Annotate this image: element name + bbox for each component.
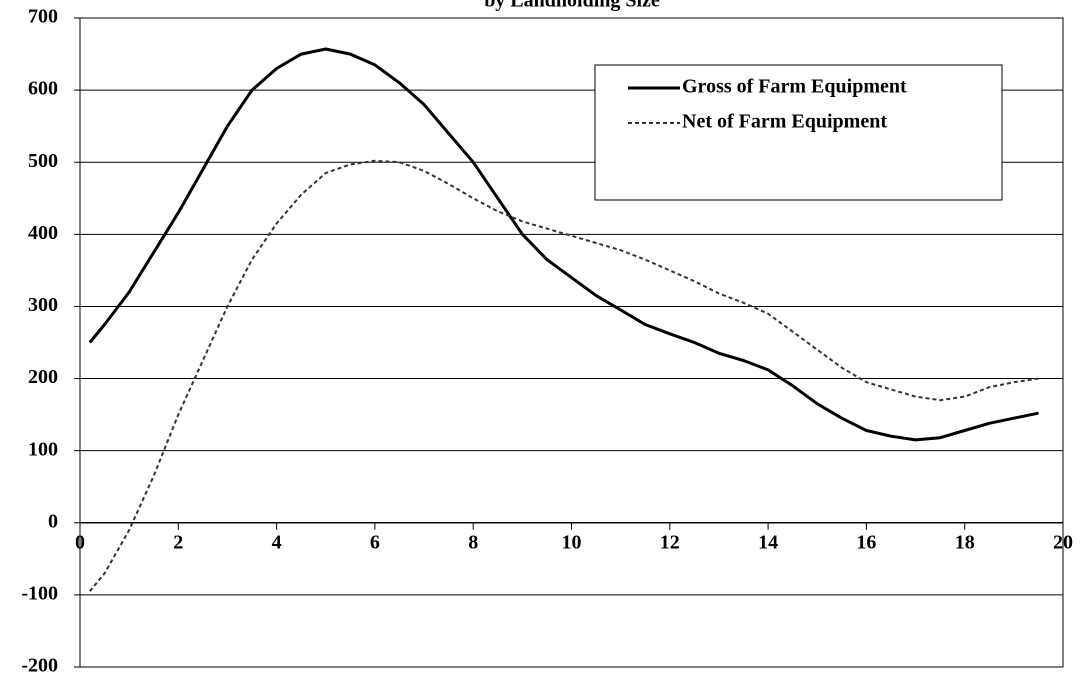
y-tick-label: 200 [28, 366, 58, 388]
y-tick-label: 400 [28, 222, 58, 244]
y-tick-label: 600 [28, 78, 58, 100]
x-tick-label: 0 [75, 531, 85, 553]
x-tick-label: 2 [173, 531, 183, 553]
y-tick-label: -200 [21, 655, 58, 677]
plot-frame [79, 17, 1064, 668]
x-tick-label: 8 [468, 531, 478, 553]
y-tick-label: 500 [28, 150, 58, 172]
x-tick-label: 14 [758, 531, 778, 553]
series-line [89, 159, 1039, 592]
legend-label: Net of Farm Equipment [682, 111, 887, 133]
series-line [88, 47, 1039, 442]
x-tick-label: 6 [370, 531, 380, 553]
x-tick-label: 12 [660, 531, 680, 553]
x-tick-label: 4 [272, 531, 282, 553]
y-tick-label: 100 [28, 438, 58, 460]
x-tick-label: 18 [955, 531, 975, 553]
y-tick-label: -100 [21, 582, 58, 604]
y-tick-label: 300 [28, 294, 58, 316]
y-tick-label: 0 [48, 510, 58, 532]
x-tick-label: 20 [1053, 531, 1073, 553]
x-tick-label: 16 [856, 531, 876, 553]
legend-label: Gross of Farm Equipment [682, 76, 907, 98]
x-tick-label: 10 [562, 531, 582, 553]
chart-title: by Landholding Size [484, 0, 660, 12]
y-tick-label: 700 [28, 6, 58, 28]
